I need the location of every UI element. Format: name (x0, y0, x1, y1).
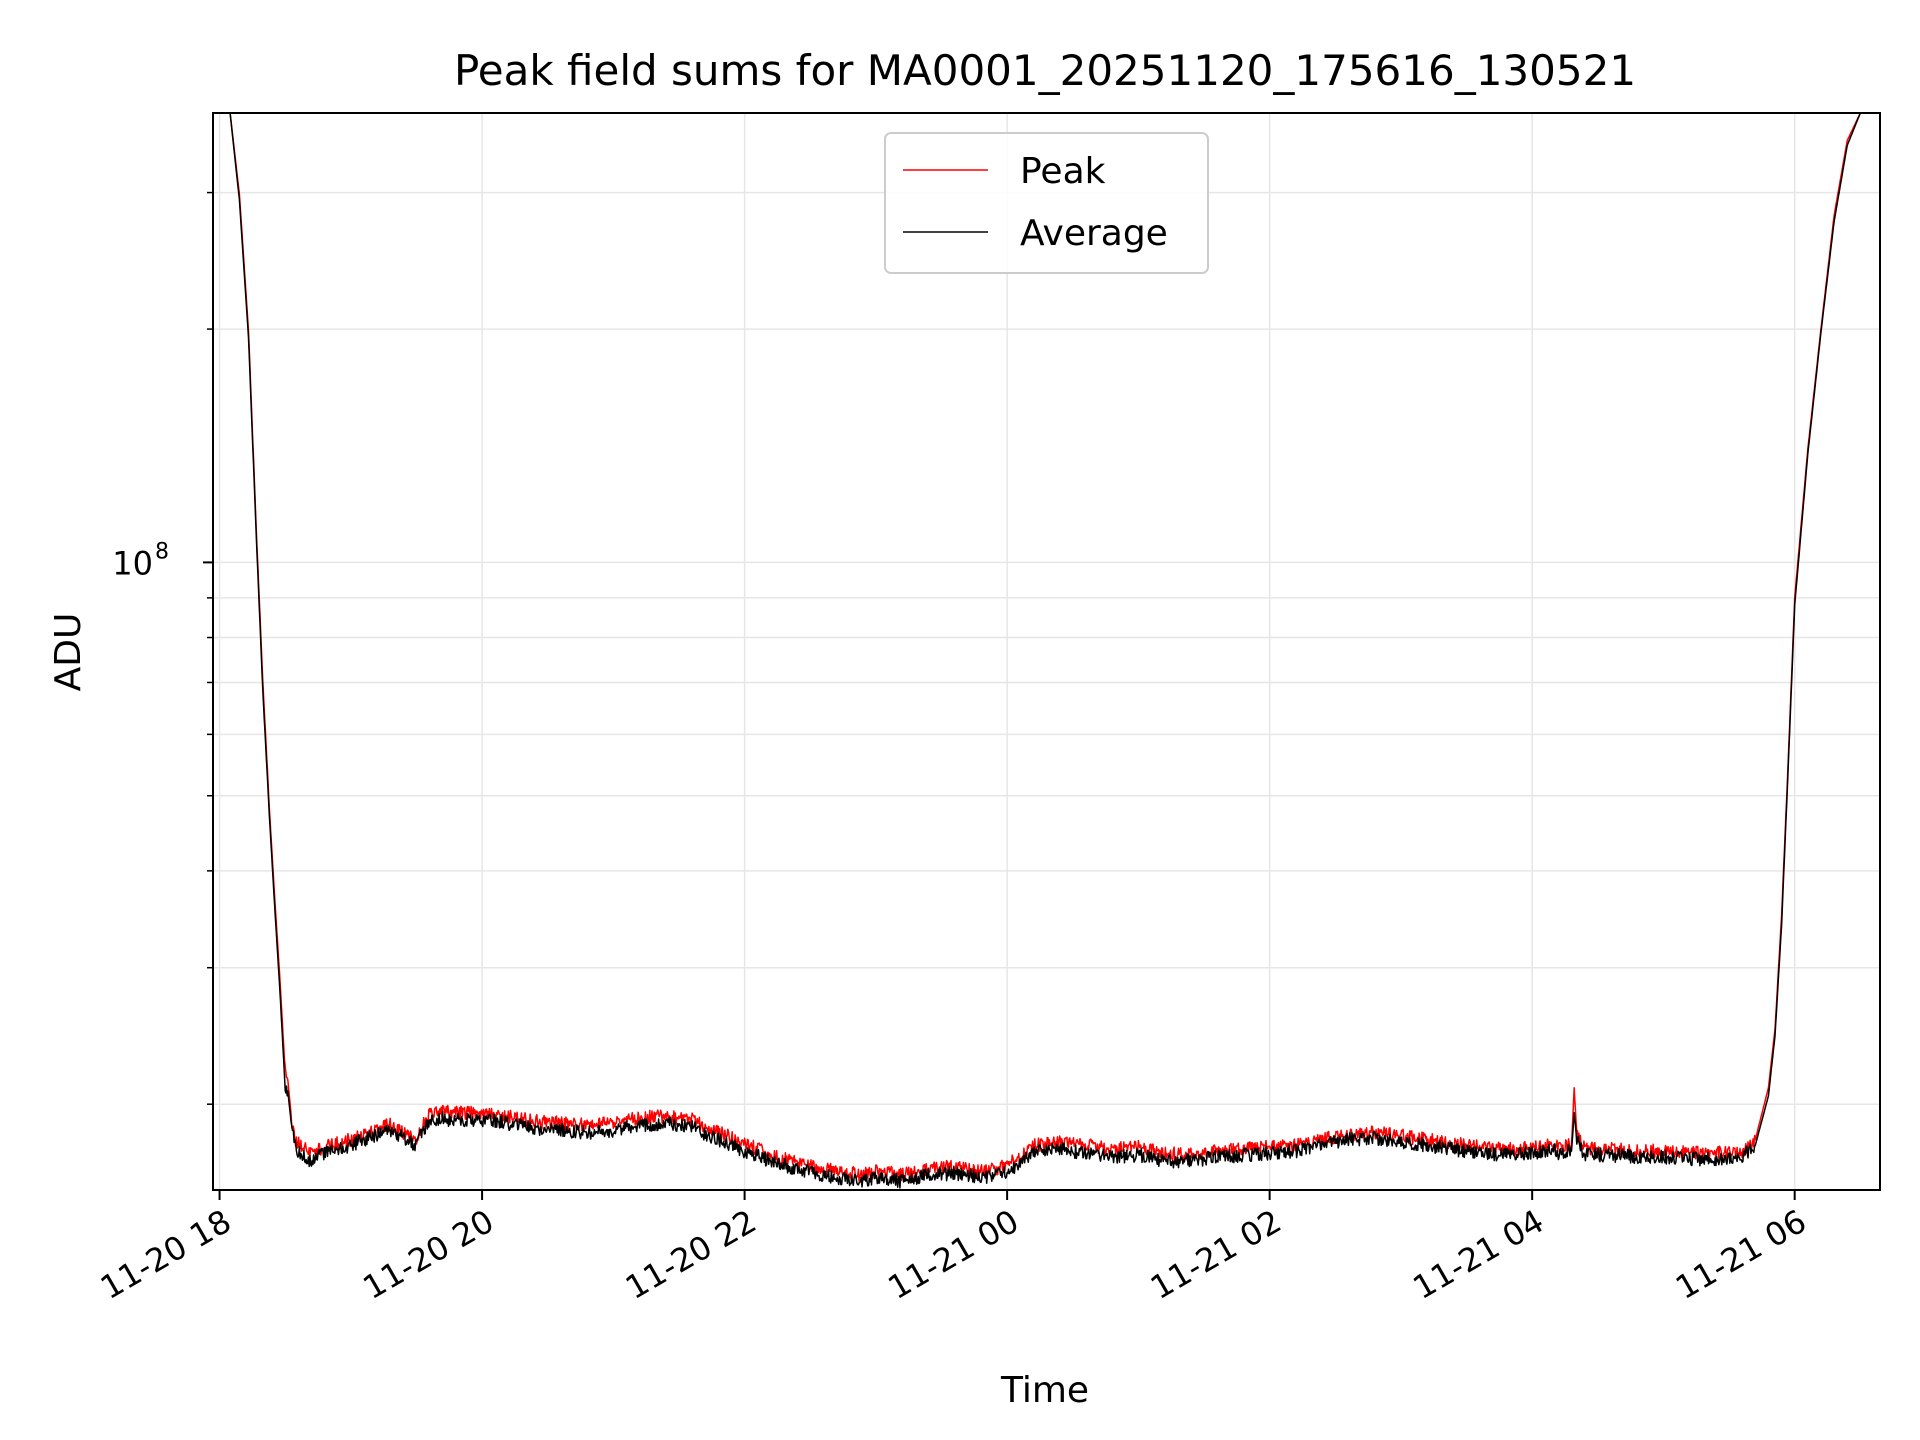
legend-box (884, 132, 1209, 274)
plot-frame (212, 112, 1881, 1191)
x-axis-label: Time (1000, 1370, 1089, 1411)
series-line-average (212, 112, 1881, 1189)
y-axis-label: ADU (48, 613, 89, 692)
y-tick-label: 10 (112, 544, 153, 582)
series-line-peak (212, 112, 1881, 1182)
grid (213, 113, 1880, 1190)
series-lines (212, 112, 1881, 1189)
y-tick-label-exponent: 8 (155, 539, 169, 564)
legend-label-average: Average (1020, 213, 1168, 254)
y-axis-ticks: 10 8 (112, 191, 213, 1105)
chart-title: Peak field sums for MA0001_20251120_1756… (454, 46, 1636, 95)
legend-label-peak: Peak (1020, 151, 1106, 192)
legend: Peak Average (884, 132, 1209, 274)
